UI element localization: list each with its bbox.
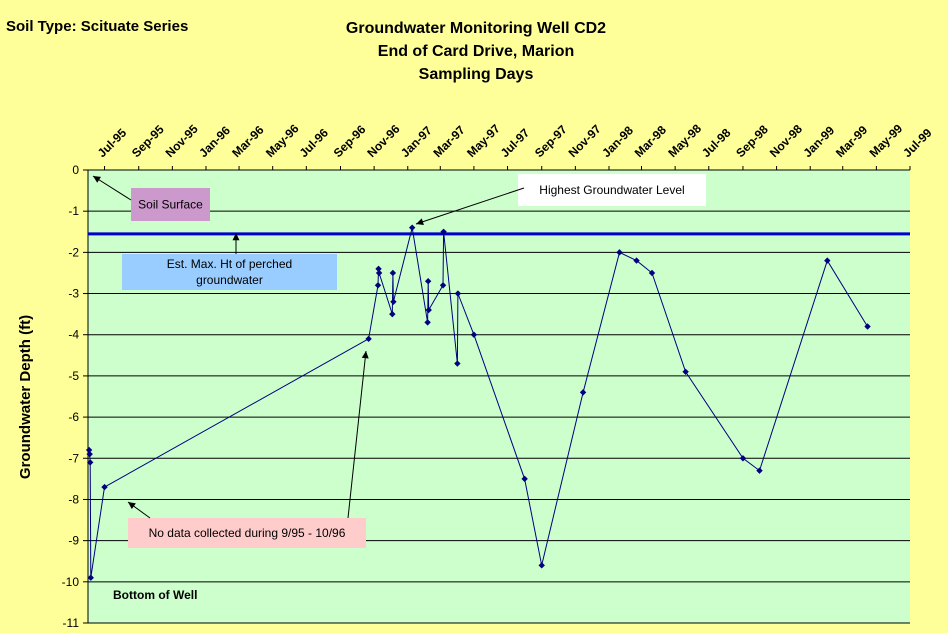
no-data-annotation-text: No data collected during 9/95 - 10/96 [149, 526, 346, 540]
data-point [521, 475, 528, 483]
data-point [374, 282, 382, 289]
data-point [365, 335, 372, 343]
y-tick-label: -9 [68, 534, 79, 548]
soil-surface-annotation-box [131, 188, 210, 221]
y-tick-label: -8 [68, 492, 79, 506]
chart-title-line3: Sampling Days [419, 66, 534, 83]
data-point [439, 282, 447, 289]
y-tick-label: -5 [68, 369, 79, 383]
data-point [454, 360, 461, 367]
no-data-arrow-left-head [128, 502, 136, 510]
x-tick-label: Jan-99 [800, 123, 837, 160]
x-tick-label: May-97 [464, 121, 503, 160]
x-tick-label: Jul-98 [699, 125, 734, 160]
x-tick-label: Sep-95 [129, 122, 167, 160]
data-point [408, 224, 416, 231]
x-tick-label: Jul-96 [297, 125, 332, 160]
x-tick-label: May-99 [867, 121, 906, 160]
perched-annotation-box [122, 254, 337, 290]
data-point [616, 249, 623, 256]
data-point [101, 483, 108, 491]
y-tick-label: -11 [63, 616, 80, 630]
y-tick-label: -3 [68, 287, 79, 301]
x-tick-label: Sep-98 [733, 122, 771, 160]
data-point [538, 562, 545, 569]
series-line [88, 227, 868, 578]
x-tick-label: Jul-99 [900, 125, 935, 160]
y-axis-label: Groundwater Depth (ft) [17, 315, 34, 479]
highest-level-arrow [415, 187, 525, 225]
x-tick-label: Nov-96 [364, 122, 402, 160]
data-point [756, 467, 763, 474]
data-point [87, 574, 94, 581]
x-tick-label: Mar-98 [632, 123, 669, 160]
data-point [424, 319, 431, 326]
soil-surface-annotation-text: Soil Surface [138, 198, 203, 212]
x-tick-label: Jan-98 [599, 123, 636, 160]
x-tick-label: Mar-99 [833, 123, 870, 160]
data-point [470, 331, 478, 338]
no-data-arrow-right [347, 350, 367, 519]
plot-area [88, 170, 910, 623]
data-point [424, 277, 432, 285]
data-point [440, 228, 447, 235]
x-tick-label: Sep-97 [532, 122, 570, 160]
perched-annotation-text: groundwater [196, 273, 263, 287]
highest-level-annotation-box [518, 174, 706, 206]
data-point [633, 257, 640, 264]
data-point [425, 306, 432, 314]
y-tick-label: 0 [72, 163, 79, 177]
data-point [648, 269, 656, 277]
chart-title-line2: End of Card Drive, Marion [378, 43, 574, 60]
soil-type-label: Soil Type: Scituate Series [6, 18, 188, 35]
x-tick-label: Jul-97 [498, 125, 533, 160]
soil-surface-arrow [92, 175, 132, 201]
y-tick-label: -1 [68, 204, 79, 218]
x-tick-label: May-98 [665, 121, 704, 160]
data-point [85, 446, 93, 454]
no-data-annotation-box [128, 518, 366, 548]
y-tick-label: -10 [62, 575, 80, 589]
data-point [87, 459, 94, 466]
data-point [824, 257, 831, 264]
data-point [682, 368, 689, 375]
y-tick-label: -6 [68, 410, 79, 424]
perched-arrow-head [232, 233, 240, 241]
data-point [739, 455, 747, 462]
x-tick-label: Jul-95 [95, 125, 130, 160]
data-point [86, 450, 93, 458]
x-tick-label: Mar-96 [229, 123, 266, 160]
data-point [454, 290, 462, 297]
x-tick-label: Nov-98 [767, 122, 805, 160]
highest-level-annotation-text: Highest Groundwater Level [539, 183, 684, 197]
y-tick-label: -2 [68, 245, 79, 259]
data-point [579, 389, 587, 396]
x-tick-label: Sep-96 [331, 122, 369, 160]
data-point [389, 310, 396, 318]
bottom-of-well-label: Bottom of Well [113, 588, 197, 602]
x-tick-label: Jan-97 [398, 123, 435, 160]
data-point [864, 323, 871, 330]
x-tick-label: Nov-95 [163, 122, 201, 160]
soil-surface-arrow-head [93, 176, 101, 183]
data-point [375, 269, 383, 277]
perched-annotation-text: Est. Max. Ht of perched [167, 257, 292, 271]
y-tick-label: -7 [68, 451, 79, 465]
chart-title-line1: Groundwater Monitoring Well CD2 [346, 20, 606, 37]
x-tick-label: May-96 [263, 121, 302, 160]
y-tick-label: -4 [68, 328, 79, 342]
data-point [375, 265, 382, 273]
x-tick-label: Nov-97 [566, 122, 604, 160]
data-point [390, 298, 397, 305]
x-tick-label: Jan-96 [196, 123, 233, 160]
no-data-arrow-right-head [361, 351, 369, 359]
x-tick-label: Mar-97 [431, 123, 468, 160]
highest-level-arrow-head [416, 218, 424, 226]
data-point [389, 269, 397, 277]
